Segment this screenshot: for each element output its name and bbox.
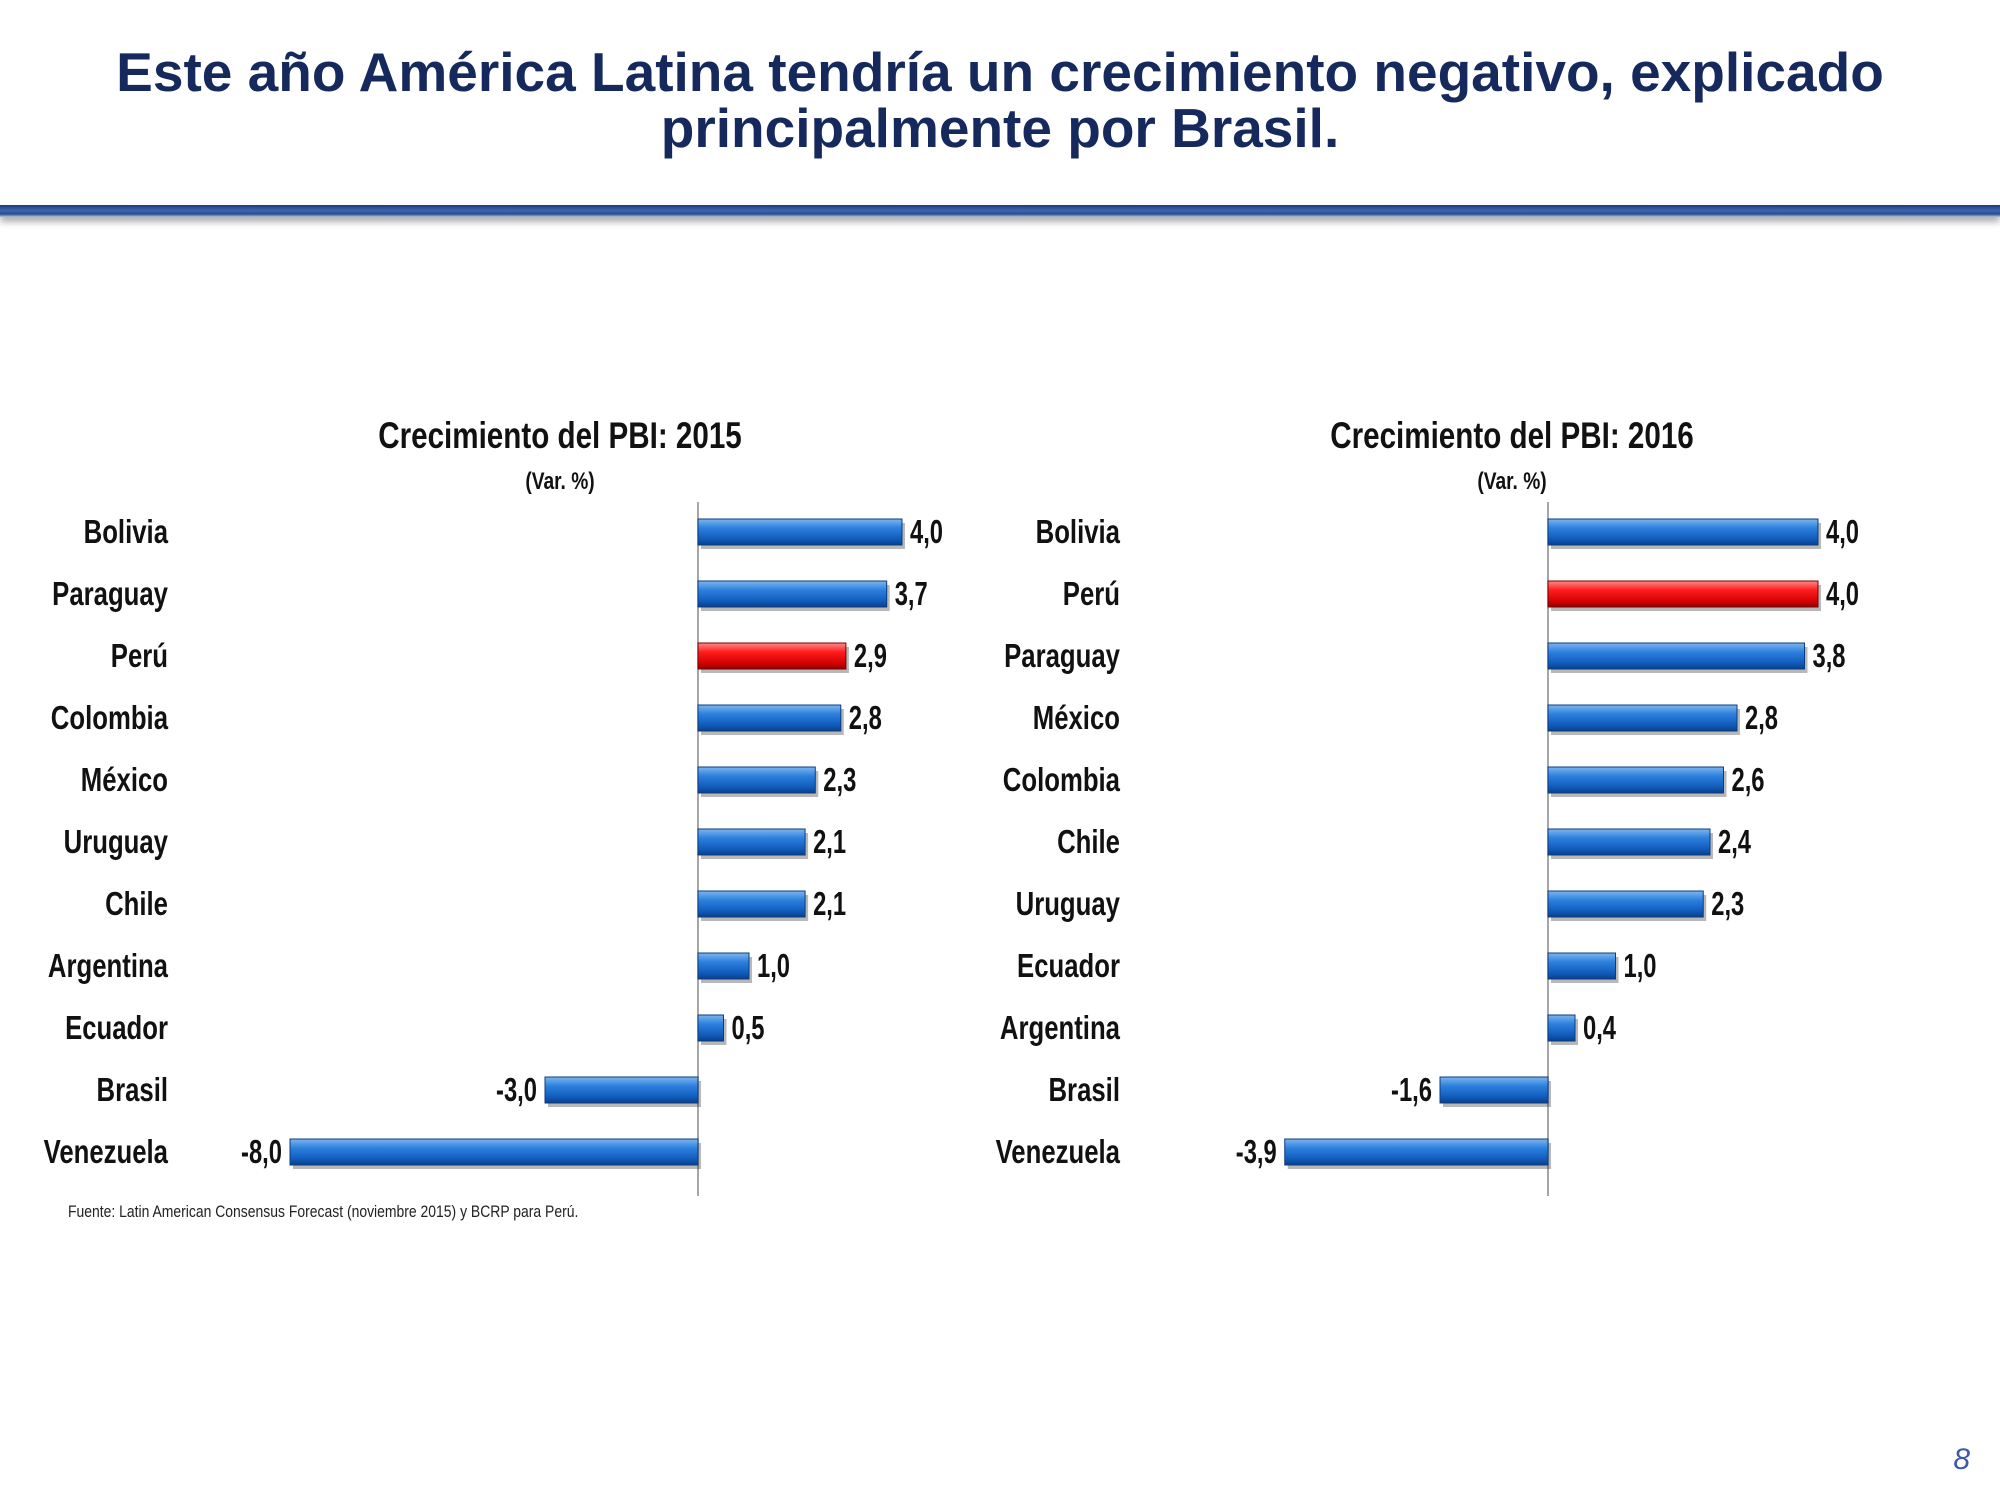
category-label-venezuela: Venezuela (44, 1134, 169, 1171)
category-label-brasil: Brasil (1048, 1072, 1120, 1109)
category-label-argentina: Argentina (1000, 1010, 1121, 1047)
chart-title: Crecimiento del PBI: 2016 (1330, 416, 1694, 457)
bar-argentina (697, 952, 750, 980)
category-label-paraguay: Paraguay (1004, 638, 1120, 675)
chart-subtitle: (Var. %) (525, 467, 594, 495)
chart-subtitle: (Var. %) (1477, 467, 1546, 495)
category-label-uruguay: Uruguay (1016, 886, 1121, 923)
bar-bolivia (697, 518, 903, 546)
category-label-ecuador: Ecuador (1017, 948, 1120, 985)
bar-uruguay (697, 828, 806, 856)
value-label-colombia: 2,6 (1732, 762, 1765, 799)
bar-brasil (1439, 1076, 1549, 1104)
bar-argentina (1547, 1014, 1576, 1042)
value-label-peru: 2,9 (854, 638, 887, 675)
value-label-uruguay: 2,3 (1711, 886, 1744, 923)
value-label-venezuela: -3,9 (1236, 1134, 1277, 1171)
category-label-peru: Perú (1063, 576, 1120, 613)
category-label-mexico: México (1033, 700, 1120, 737)
value-label-bolivia: 4,0 (910, 514, 943, 551)
value-label-brasil: -3,0 (496, 1072, 537, 1109)
category-label-chile: Chile (105, 886, 168, 923)
category-label-uruguay: Uruguay (64, 824, 169, 861)
category-label-venezuela: Venezuela (996, 1134, 1121, 1171)
value-label-chile: 2,4 (1718, 824, 1751, 861)
category-label-chile: Chile (1057, 824, 1120, 861)
value-label-ecuador: 0,5 (732, 1010, 765, 1047)
bar-uruguay (1547, 890, 1704, 918)
bar-mexico (697, 766, 816, 794)
value-label-colombia: 2,8 (849, 700, 882, 737)
value-label-bolivia: 4,0 (1826, 514, 1859, 551)
bar-paraguay (1547, 642, 1805, 670)
bar-venezuela (1284, 1138, 1549, 1166)
title-divider (0, 205, 2000, 217)
value-label-peru: 4,0 (1826, 576, 1859, 613)
category-label-bolivia: Bolivia (1036, 514, 1121, 551)
value-label-mexico: 2,8 (1745, 700, 1778, 737)
category-label-ecuador: Ecuador (65, 1010, 168, 1047)
category-label-argentina: Argentina (48, 948, 169, 985)
page-number: 8 (1953, 1443, 1970, 1476)
value-label-chile: 2,1 (813, 886, 846, 923)
value-label-argentina: 0,4 (1583, 1010, 1616, 1047)
bar-colombia (697, 704, 842, 732)
bar-peru (697, 642, 847, 670)
category-label-colombia: Colombia (1003, 762, 1121, 799)
value-label-venezuela: -8,0 (241, 1134, 282, 1171)
bar-paraguay (697, 580, 888, 608)
bar-bolivia (1547, 518, 1819, 546)
bar-venezuela (289, 1138, 699, 1166)
chart-title: Crecimiento del PBI: 2015 (378, 416, 742, 457)
value-label-mexico: 2,3 (823, 762, 856, 799)
chart-pbi-2015: Crecimiento del PBI: 2015 (Var. %) Bolivia… (44, 416, 943, 1196)
slide-title: Este año América Latina tendría un creci… (116, 41, 1884, 159)
value-label-paraguay: 3,7 (895, 576, 928, 613)
bar-colombia (1547, 766, 1724, 794)
bar-chile (1547, 828, 1711, 856)
bar-brasil (544, 1076, 699, 1104)
category-label-brasil: Brasil (96, 1072, 168, 1109)
value-label-uruguay: 2,1 (813, 824, 846, 861)
source-footnote: Fuente: Latin American Consensus Forecas… (68, 1202, 579, 1221)
category-label-peru: Perú (111, 638, 168, 675)
bar-ecuador (697, 1014, 724, 1042)
chart-pbi-2016: Crecimiento del PBI: 2016 (Var. %) Bolivia… (996, 416, 1859, 1196)
bar-peru (1547, 580, 1819, 608)
category-label-paraguay: Paraguay (52, 576, 168, 613)
bar-ecuador (1547, 952, 1616, 980)
category-label-colombia: Colombia (51, 700, 169, 737)
value-label-paraguay: 3,8 (1813, 638, 1846, 675)
category-label-bolivia: Bolivia (84, 514, 169, 551)
value-label-brasil: -1,6 (1391, 1072, 1432, 1109)
bar-chile (697, 890, 806, 918)
value-label-ecuador: 1,0 (1624, 948, 1657, 985)
bar-mexico (1547, 704, 1738, 732)
value-label-argentina: 1,0 (757, 948, 790, 985)
category-label-mexico: México (81, 762, 168, 799)
